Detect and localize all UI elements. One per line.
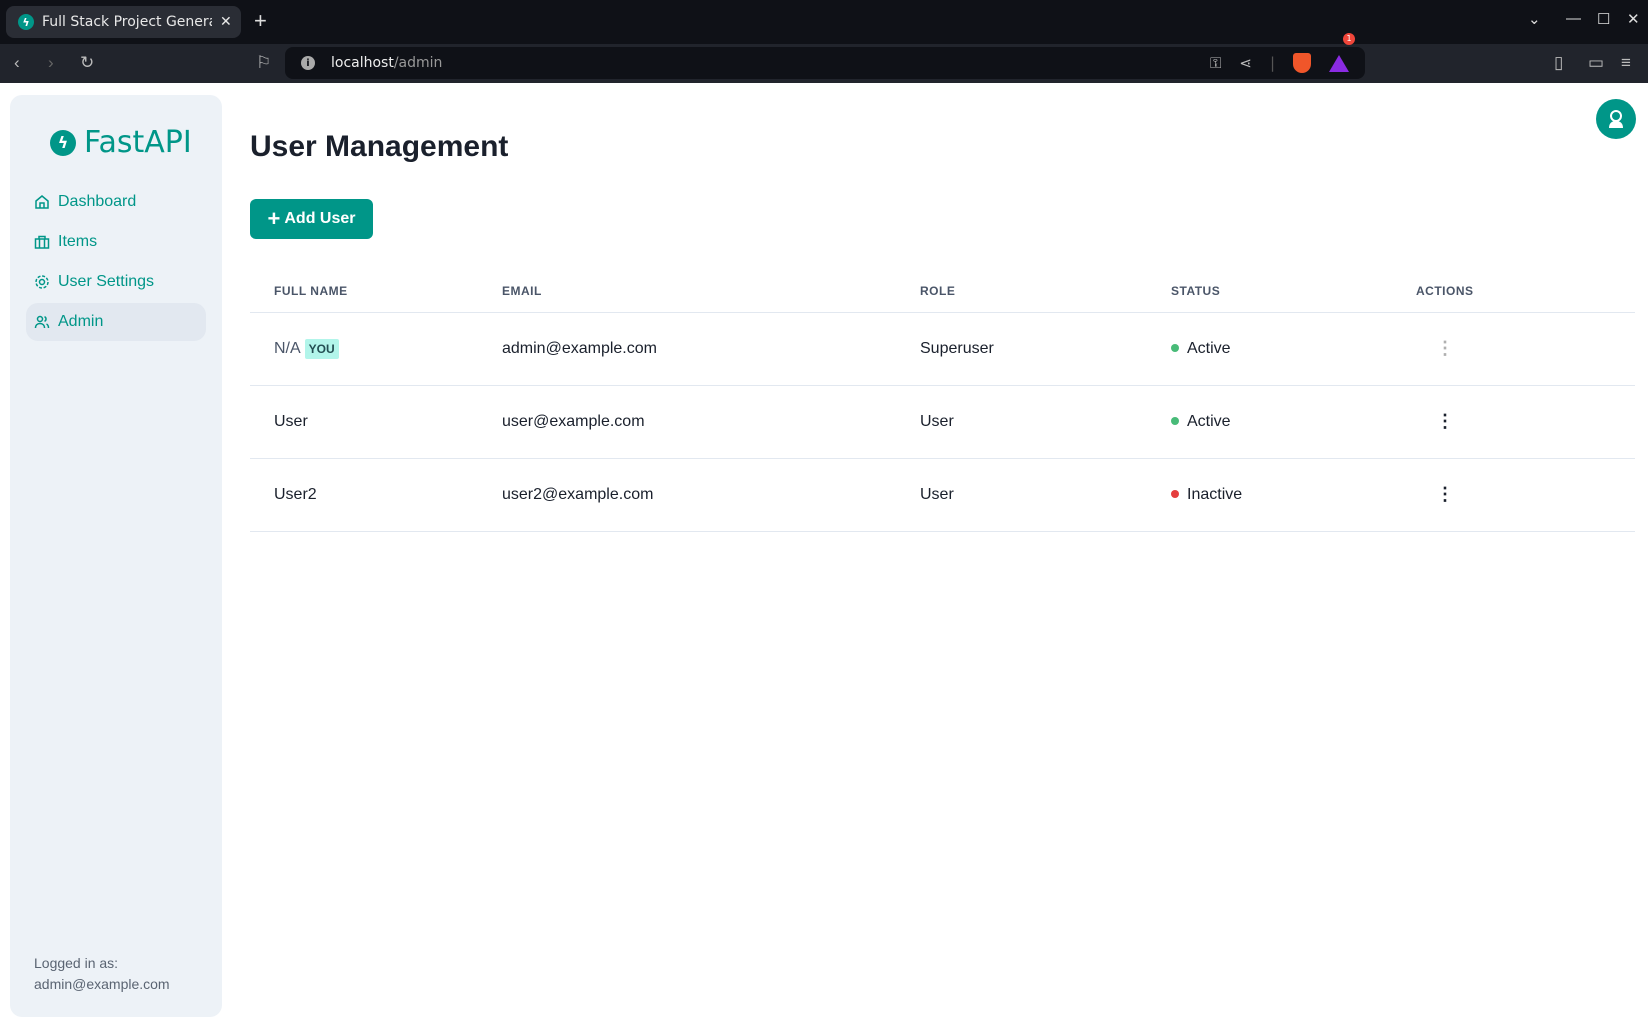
address-bar[interactable]: i localhost/admin ⚿ ⋖ | 1	[285, 32, 1365, 79]
column-header-actions: ACTIONS	[1416, 270, 1635, 313]
cell-full-name: User	[250, 385, 502, 459]
cell-role: Superuser	[920, 312, 1171, 386]
wallet-icon[interactable]: ▭	[1588, 53, 1605, 72]
fastapi-favicon-icon: ϟ	[18, 14, 34, 30]
bookmark-icon[interactable]: ⚐	[256, 53, 272, 72]
cell-actions: ⋮	[1416, 458, 1635, 532]
forward-icon[interactable]: ›	[48, 53, 54, 72]
cell-actions: ⋮	[1416, 312, 1635, 386]
sidebar-item-user-settings[interactable]: User Settings	[26, 263, 206, 301]
logged-in-info: Logged in as: admin@example.com	[34, 953, 170, 995]
sidebar-item-label: Items	[58, 233, 98, 250]
sidebar: ϟ FastAPI Dashboard Items User Settings …	[10, 95, 222, 1017]
briefcase-icon	[34, 235, 50, 249]
logged-in-email: admin@example.com	[34, 976, 170, 992]
browser-toolbar: ‹ › ↻ ⚐ i localhost/admin ⚿ ⋖ | 1 ▯ ▭ ≡	[0, 32, 1648, 83]
full-name: N/A	[274, 339, 301, 357]
sidebar-item-items[interactable]: Items	[26, 223, 206, 261]
close-window-icon[interactable]: ✕	[1627, 11, 1640, 28]
gear-icon	[35, 275, 49, 289]
sidebar-item-dashboard[interactable]: Dashboard	[26, 183, 206, 221]
sidebar-nav: Dashboard Items User Settings Admin	[26, 183, 206, 343]
cell-status: Active	[1171, 385, 1416, 459]
sidebar-item-label: Admin	[58, 313, 104, 330]
status-dot-icon	[1171, 490, 1179, 499]
column-header-status: STATUS	[1171, 270, 1416, 313]
browser-tab[interactable]: ϟ Full Stack Project Generator ✕	[6, 6, 241, 38]
plus-icon: +	[267, 206, 281, 231]
status-text: Active	[1187, 412, 1231, 430]
key-icon[interactable]: ⚿	[1209, 54, 1222, 72]
maximize-icon[interactable]: ☐	[1597, 11, 1611, 28]
cell-email: user2@example.com	[502, 458, 920, 532]
browser-tabbar: ϟ Full Stack Project Generator ✕ + ⌄ — ☐…	[0, 0, 1648, 44]
cell-email: user@example.com	[502, 385, 920, 459]
cell-status: Active	[1171, 312, 1416, 386]
menu-icon[interactable]: ≡	[1621, 53, 1631, 72]
table-row: N/A YOU admin@example.com Superuser Activ…	[250, 312, 1635, 386]
fastapi-logo-icon: ϟ	[50, 129, 76, 156]
reload-icon[interactable]: ↻	[80, 53, 95, 72]
minimize-icon[interactable]: —	[1566, 10, 1581, 27]
logged-in-label: Logged in as:	[34, 955, 119, 971]
url-host: localhost	[331, 55, 394, 71]
cell-email: admin@example.com	[502, 312, 920, 386]
cell-status: Inactive	[1171, 458, 1416, 532]
new-tab-icon[interactable]: +	[254, 8, 267, 33]
cell-full-name: N/A YOU	[250, 312, 502, 386]
brave-shield-icon[interactable]	[1293, 53, 1311, 73]
you-badge: YOU	[304, 338, 339, 359]
status-text: Active	[1187, 339, 1231, 357]
more-actions-icon[interactable]: ⋮	[1436, 410, 1454, 431]
status-dot-icon	[1171, 344, 1179, 353]
close-tab-icon[interactable]: ✕	[220, 14, 232, 30]
back-icon[interactable]: ‹	[14, 53, 20, 72]
fastapi-logo[interactable]: ϟ FastAPI	[50, 125, 192, 160]
add-user-button[interactable]: + Add User	[250, 199, 373, 239]
share-icon[interactable]: ⋖	[1239, 54, 1252, 72]
logo-text: FastAPI	[84, 125, 192, 160]
more-actions-icon[interactable]: ⋮	[1436, 337, 1454, 358]
home-icon	[35, 195, 49, 209]
column-header-full-name: FULL NAME	[250, 270, 502, 313]
add-user-label: Add User	[284, 210, 356, 227]
users-icon	[34, 315, 50, 329]
sidebar-item-label: Dashboard	[58, 193, 137, 210]
status-text: Inactive	[1187, 485, 1243, 503]
users-table: FULL NAME EMAIL ROLE STATUS ACTIONS N/A Y…	[250, 270, 1635, 532]
cell-full-name: User2	[250, 458, 502, 532]
column-header-role: ROLE	[920, 270, 1171, 313]
site-info-icon[interactable]: i	[301, 56, 315, 70]
column-header-email: EMAIL	[502, 270, 920, 313]
sidebar-item-label: User Settings	[58, 273, 155, 290]
table-header-row: FULL NAME EMAIL ROLE STATUS ACTIONS	[250, 270, 1635, 313]
cell-role: User	[920, 385, 1171, 459]
user-menu-avatar[interactable]	[1596, 99, 1636, 139]
table-row: User2 user2@example.com User Inactive ⋮	[250, 458, 1635, 532]
more-actions-icon[interactable]: ⋮	[1436, 483, 1454, 504]
brave-rewards-icon[interactable]: 1	[1329, 32, 1355, 72]
notification-badge: 1	[1343, 32, 1355, 45]
user-icon	[1609, 110, 1623, 128]
table-row: User user@example.com User Active ⋮	[250, 385, 1635, 459]
tab-title: Full Stack Project Generator	[42, 14, 212, 30]
cell-actions: ⋮	[1416, 385, 1635, 459]
cell-role: User	[920, 458, 1171, 532]
url-path: /admin	[393, 55, 443, 71]
page-title: User Management	[250, 130, 509, 163]
status-dot-icon	[1171, 417, 1179, 426]
tab-list-chevron-icon[interactable]: ⌄	[1528, 11, 1541, 28]
sidebar-toggle-icon[interactable]: ▯	[1554, 53, 1564, 72]
divider: |	[1269, 54, 1275, 72]
sidebar-item-admin[interactable]: Admin	[26, 303, 206, 341]
